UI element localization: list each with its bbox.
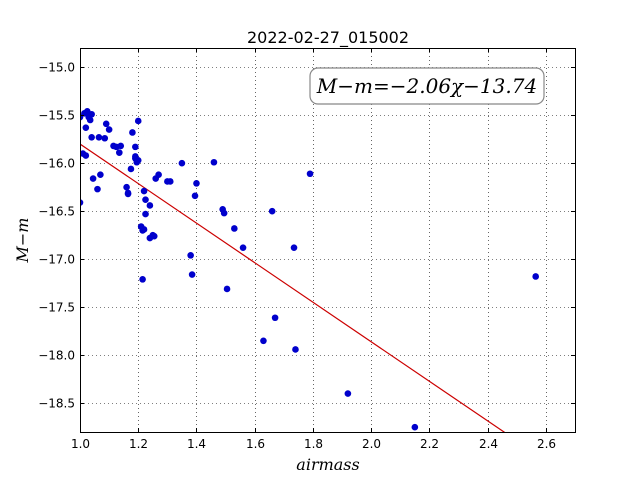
x-tick-label: 2.0 <box>362 437 381 451</box>
y-axis-label: M−m <box>13 218 32 264</box>
data-point <box>268 207 276 215</box>
data-point <box>150 232 158 240</box>
data-point <box>188 271 196 278</box>
data-point <box>86 116 94 124</box>
data-point <box>102 120 110 128</box>
data-point <box>89 175 97 182</box>
data-point <box>411 423 419 431</box>
data-point <box>88 133 95 141</box>
data-point <box>88 110 95 118</box>
data-point <box>123 183 130 191</box>
data-point <box>191 192 199 200</box>
plot-frame <box>80 48 576 433</box>
annotation-text: M−m=−2.06χ−13.74 <box>316 74 537 98</box>
data-point <box>139 276 146 283</box>
x-tick-label: 1.4 <box>187 437 206 451</box>
y-tick-label: −18.0 <box>38 349 75 363</box>
data-point <box>117 142 125 150</box>
y-tick-label: −15.0 <box>38 61 75 75</box>
chart-title: 2022-02-27_015002 <box>247 28 409 48</box>
data-point <box>129 129 136 136</box>
data-point <box>124 189 132 197</box>
data-point <box>210 158 218 166</box>
fit-line <box>80 143 506 432</box>
grid <box>80 48 575 432</box>
data-point <box>344 390 352 397</box>
data-point <box>142 210 149 218</box>
data-point <box>220 209 228 217</box>
y-tick-label: −15.5 <box>38 109 75 123</box>
data-point <box>271 314 279 322</box>
y-tick-label: −16.5 <box>38 205 75 219</box>
data-point <box>260 337 267 345</box>
fit-annotation: M−m=−2.06χ−13.74 <box>309 67 545 105</box>
x-tick-label: 1.2 <box>129 437 148 451</box>
data-point <box>132 143 139 151</box>
data-point <box>134 157 142 164</box>
y-tick-label: −16.0 <box>38 157 75 171</box>
data-point <box>239 244 247 251</box>
axis-ticks: 1.0 1.2 1.4 1.6 1.8 2.0 2.2 2.4 2.6 −15.0 −15.5 −16… <box>38 48 575 451</box>
plot-area <box>80 108 539 432</box>
x-tick-label: 2.6 <box>537 437 556 451</box>
data-point <box>223 285 231 293</box>
data-point <box>187 252 194 259</box>
data-point <box>82 152 90 159</box>
data-point <box>134 117 142 125</box>
data-point <box>94 185 101 193</box>
data-point <box>231 225 238 232</box>
data-point <box>290 244 298 251</box>
x-tick-label: 2.4 <box>479 437 498 451</box>
data-point <box>155 171 162 179</box>
data-point <box>105 126 113 133</box>
x-tick-label: 1.0 <box>71 437 90 451</box>
data-point <box>140 187 148 195</box>
x-tick-label: 1.8 <box>304 437 323 451</box>
data-point <box>166 178 174 185</box>
data-point <box>140 226 148 233</box>
y-tick-label: −17.0 <box>38 253 75 267</box>
data-point <box>193 180 200 187</box>
data-point <box>116 149 123 156</box>
data-point <box>127 165 135 173</box>
data-point <box>142 196 149 203</box>
data-point <box>292 346 299 353</box>
y-tick-label: −17.5 <box>38 301 75 315</box>
data-point <box>97 171 104 179</box>
annotation-box <box>309 67 545 105</box>
data-point <box>82 124 90 131</box>
x-tick-label: 2.2 <box>420 437 439 451</box>
data-point <box>101 134 109 142</box>
x-tick-label: 1.6 <box>246 437 265 451</box>
data-point <box>306 170 314 178</box>
x-axis-label: airmass <box>296 455 359 474</box>
data-point <box>178 159 186 167</box>
data-point <box>532 273 539 280</box>
data-point <box>146 202 154 209</box>
data-point <box>95 133 103 141</box>
y-tick-label: −18.5 <box>38 397 75 411</box>
